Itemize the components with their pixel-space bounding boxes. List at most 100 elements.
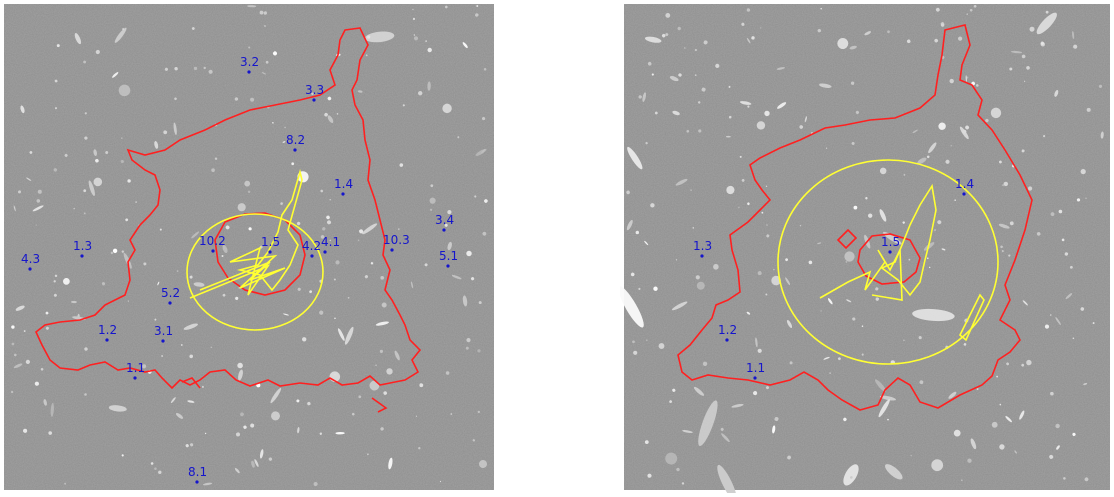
image-marker-label: 1.5 [881,235,900,249]
galaxy [766,234,770,238]
image-marker-dot [168,301,172,305]
galaxy [335,431,345,435]
galaxy [425,40,427,42]
image-markers: 3.2 3.3 8.2 1.4 3.4 10.3 5.1 10.2 1.5 4.2 4.1 1.3 4.… [21,55,458,484]
galaxy [879,395,896,401]
galaxy [25,359,31,364]
galaxy [56,44,60,48]
galaxy [263,11,267,15]
image-marker-label: 8.1 [188,465,207,479]
galaxy [765,185,768,188]
galaxy [645,141,648,145]
galaxy [191,27,195,30]
galaxy [359,229,364,234]
galaxy [127,179,131,183]
galaxy [926,257,929,260]
galaxy [187,400,195,403]
galaxy [751,36,755,40]
galaxy [15,305,25,311]
galaxy [644,240,649,246]
galaxy [43,399,47,406]
galaxy [642,92,646,103]
galaxy [879,167,887,175]
galaxy [430,184,434,188]
galaxy [121,454,124,457]
galaxy [176,270,179,273]
galaxy [938,122,946,130]
caustic-cusp [236,168,303,292]
galaxy [726,135,731,138]
galaxy [1073,44,1078,49]
image-marker-dot [725,338,729,342]
galaxy [53,280,56,283]
galaxy [174,97,177,101]
galaxy [1043,134,1046,138]
galaxy [646,339,648,341]
galaxy [678,73,682,77]
galaxy [1010,50,1023,54]
galaxy [208,69,213,74]
galaxy [121,137,123,139]
galaxy [427,81,431,91]
galaxy [466,250,472,257]
galaxy [444,223,448,227]
galaxy [696,281,705,290]
galaxy [250,97,255,102]
galaxy [54,79,58,83]
galaxy [771,275,781,286]
galaxy [878,399,890,418]
galaxy [826,147,828,149]
galaxy [773,268,775,271]
galaxy [1080,307,1085,311]
galaxy [123,252,132,269]
galaxy [271,411,280,421]
galaxy [334,317,336,319]
galaxy [864,31,872,36]
galaxy [202,482,213,486]
galaxy [965,125,970,130]
galaxy [478,301,482,305]
galaxy [475,13,479,17]
galaxy [851,141,855,145]
galaxy [185,444,189,448]
galaxy [865,197,868,200]
galaxy [1076,198,1081,202]
galaxy [777,102,787,109]
galaxy [808,260,813,265]
galaxy [413,34,416,36]
galaxy [963,343,967,346]
galaxy [412,17,416,20]
galaxy [954,199,957,202]
image-marker-label: 1.4 [955,177,974,191]
galaxy [665,33,669,37]
galaxy [817,242,822,245]
galaxy [399,163,404,167]
galaxy [410,281,414,289]
galaxy [975,84,979,87]
galaxy [424,263,428,267]
galaxy [799,125,804,129]
galaxy [261,72,266,75]
galaxy [247,5,257,8]
galaxy [626,190,630,195]
galaxy [837,38,849,49]
galaxy [84,393,87,396]
galaxy [472,439,476,442]
galaxy [720,427,724,431]
galaxy [84,347,88,351]
galaxy [265,60,269,64]
galaxy [365,54,368,57]
image-marker-dot [962,192,966,196]
galaxy [665,452,678,465]
image-marker-dot [753,376,757,380]
galaxy [291,162,295,166]
image-marker-label: 1.4 [334,177,353,191]
galaxy [846,299,852,303]
galaxy [644,36,662,43]
galaxy [20,105,25,114]
galaxy [53,168,57,172]
galaxy [222,245,228,253]
galaxy [11,325,15,329]
image-marker-dot [341,192,345,196]
galaxy [786,319,793,329]
